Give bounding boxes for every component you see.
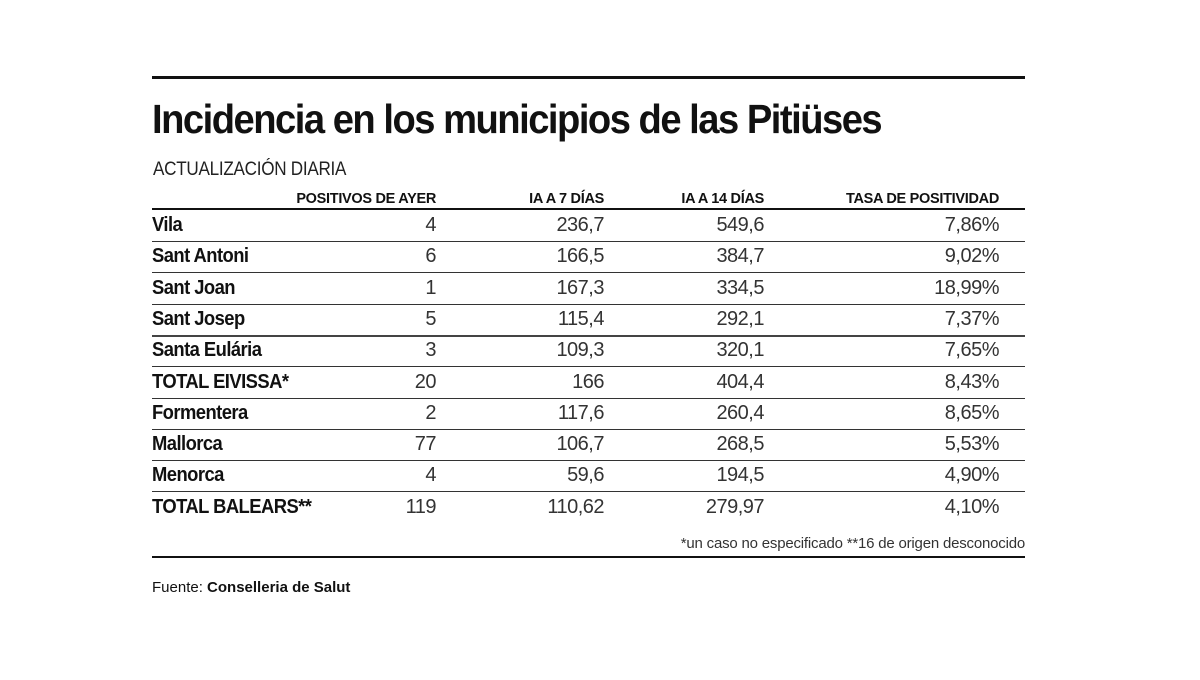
row-value-positivos: 20: [414, 370, 437, 393]
row-value-tasa: 5,53%: [944, 433, 1000, 456]
row-value-tasa: 9,02%: [944, 245, 1000, 268]
row-name: Santa Eulária: [152, 339, 262, 362]
table-row: Sant Antoni 6 166,5 384,7 9,02%: [152, 241, 1025, 274]
row-value-ia14: 292,1: [716, 307, 764, 330]
subtitle: ACTUALIZACIÓN DIARIA: [153, 159, 347, 180]
table-row: Menorca 4 59,6 194,5 4,90%: [152, 460, 1025, 493]
source: Fuente: Conselleria de Salut: [152, 579, 350, 596]
row-value-ia7: 236,7: [556, 214, 604, 236]
row-value-ia7: 106,7: [556, 433, 604, 456]
row-value-ia7: 167,3: [556, 276, 604, 299]
table-row: TOTAL BALEARS** 119 110,62 279,97 4,10%: [152, 492, 1025, 523]
row-value-positivos: 3: [425, 339, 436, 362]
row-value-ia7: 109,3: [556, 339, 604, 362]
row-value-tasa: 4,90%: [944, 464, 1000, 487]
header-ia7: IA A 7 DÍAS: [529, 191, 604, 207]
row-value-ia14: 384,7: [716, 245, 764, 268]
row-name: Sant Antoni: [152, 245, 249, 268]
row-value-ia14: 260,4: [716, 401, 764, 424]
row-name: Sant Joan: [152, 276, 236, 299]
row-value-positivos: 5: [425, 307, 436, 330]
footnote: *un caso no especificado **16 de origen …: [680, 535, 1025, 552]
header-positivos: POSITIVOS DE AYER: [296, 191, 436, 207]
header-tasa: TASA DE POSITIVIDAD: [845, 191, 999, 207]
row-value-positivos: 2: [425, 401, 436, 424]
row-value-ia14: 404,4: [716, 370, 764, 393]
row-value-tasa: 8,65%: [944, 401, 1000, 424]
row-value-ia7: 59,6: [567, 464, 604, 487]
row-value-positivos: 77: [414, 433, 437, 456]
row-value-ia14: 194,5: [716, 464, 764, 487]
row-value-ia7: 166: [572, 370, 604, 393]
row-value-tasa: 4,10%: [944, 495, 1000, 518]
row-value-ia14: 549,6: [716, 214, 764, 236]
header-ia14: IA A 14 DÍAS: [681, 191, 764, 207]
row-value-ia7: 117,6: [557, 401, 605, 424]
row-value-ia14: 334,5: [716, 276, 764, 299]
row-value-positivos: 6: [425, 245, 436, 268]
row-value-tasa: 7,37%: [944, 307, 1000, 330]
page-title: Incidencia en los municipios de las Piti…: [152, 96, 883, 142]
row-value-ia14: 279,97: [705, 495, 765, 518]
bottom-rule: [152, 556, 1025, 558]
row-value-positivos: 1: [425, 276, 436, 299]
row-name: Mallorca: [152, 433, 223, 456]
table-row: Sant Joan 1 167,3 334,5 18,99%: [152, 273, 1025, 305]
row-name: Vila: [152, 214, 183, 236]
table-row: Sant Josep 5 115,4 292,1 7,37%: [152, 304, 1025, 337]
source-value: Conselleria de Salut: [207, 579, 351, 596]
row-value-ia7: 166,5: [556, 245, 604, 268]
row-value-tasa: 7,86%: [944, 214, 1000, 236]
row-value-ia7: 115,4: [557, 307, 605, 330]
row-value-tasa: 8,43%: [944, 370, 1000, 393]
row-value-ia14: 320,1: [716, 339, 764, 362]
top-rule: [152, 76, 1025, 79]
header-rule: [152, 208, 1025, 210]
row-value-tasa: 18,99%: [934, 276, 999, 299]
row-name: Sant Josep: [152, 307, 245, 330]
row-name: TOTAL EIVISSA*: [152, 370, 289, 393]
row-value-positivos: 4: [425, 214, 436, 236]
table-row: Santa Eulária 3 109,3 320,1 7,65%: [152, 335, 1025, 368]
row-value-positivos: 119: [405, 495, 437, 518]
source-label: Fuente:: [152, 579, 203, 596]
table-row: Formentera 2 117,6 260,4 8,65%: [152, 398, 1025, 430]
row-value-tasa: 7,65%: [944, 339, 1000, 362]
row-value-ia7: 110,62: [547, 495, 604, 518]
row-name: TOTAL BALEARS**: [152, 495, 312, 518]
table-row: Vila 4 236,7 549,6 7,86%: [152, 210, 1025, 242]
row-name: Formentera: [152, 401, 248, 424]
table-row: Mallorca 77 106,7 268,5 5,53%: [152, 429, 1025, 462]
table-row: TOTAL EIVISSA* 20 166 404,4 8,43%: [152, 367, 1025, 399]
row-value-ia14: 268,5: [716, 433, 764, 456]
row-value-positivos: 4: [425, 464, 436, 487]
row-name: Menorca: [152, 464, 224, 487]
